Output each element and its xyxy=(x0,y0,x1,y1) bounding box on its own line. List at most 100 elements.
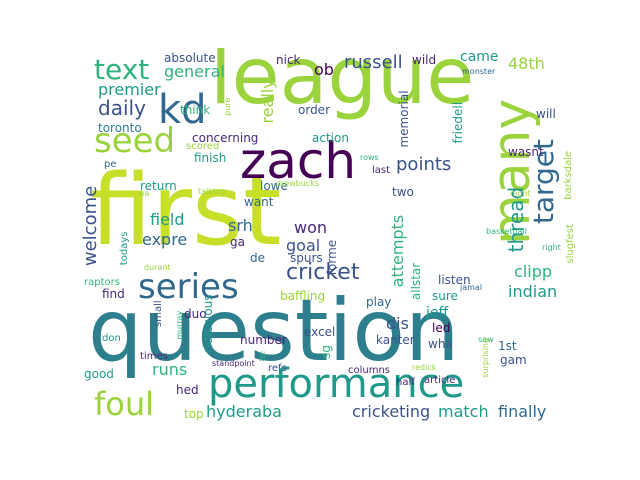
cloud-word-premier: premier xyxy=(98,80,161,99)
cloud-word-daily: daily xyxy=(98,96,146,120)
cloud-word-jj: jj xyxy=(260,351,266,362)
word-cloud: first question league zach performance many kd… xyxy=(80,48,576,432)
cloud-word-basketball: basketball xyxy=(486,227,527,236)
cloud-word-nick: nick xyxy=(276,53,301,67)
cloud-word-concerning: concerning xyxy=(192,131,259,145)
cloud-word-de: de xyxy=(250,251,265,265)
cloud-word-attempts: attempts xyxy=(388,214,407,288)
cloud-word-friedell: friedell xyxy=(451,101,465,144)
cloud-word-text: text xyxy=(94,53,150,86)
cloud-word-small: small xyxy=(153,300,164,327)
cloud-word-sg: sg xyxy=(319,345,333,359)
cloud-word-ob: ob xyxy=(314,60,334,79)
cloud-word-ga: ga xyxy=(230,235,245,249)
cloud-word-columns: columns xyxy=(348,365,391,376)
cloud-word-performance: performance xyxy=(208,361,465,407)
cloud-word-don: don xyxy=(102,333,121,344)
cloud-word-finish: finish xyxy=(194,151,227,165)
cloud-word-hyderaba: hyderaba xyxy=(206,402,282,421)
cloud-word-general: general xyxy=(164,62,225,81)
cloud-word-scored: scored xyxy=(186,141,220,152)
cloud-word-hed: hed xyxy=(176,383,199,397)
cloud-word-expre: expre xyxy=(142,230,188,249)
cloud-word-absolute: absolute xyxy=(164,51,216,65)
cloud-word-really: really xyxy=(258,79,277,124)
cloud-word-half: half xyxy=(396,377,415,388)
cloud-word-russell: russell xyxy=(344,52,403,73)
cloud-word-article: article xyxy=(424,375,456,386)
cloud-word-rows: rows xyxy=(360,153,379,162)
cloud-word-forme: forme xyxy=(325,239,339,276)
cloud-word-sure: sure xyxy=(432,289,458,303)
cloud-word-find: find xyxy=(102,287,125,301)
cloud-word-kd: kd xyxy=(158,87,207,133)
cloud-word-number: number xyxy=(240,333,287,347)
cloud-word-welcome: welcome xyxy=(80,185,101,267)
cloud-word-two: two xyxy=(392,185,414,199)
cloud-word-won: won xyxy=(294,218,328,237)
cloud-word-lowe: lowe xyxy=(260,179,288,193)
cloud-word-wasnt: wasnt xyxy=(508,145,544,159)
cloud-word-will: will xyxy=(536,107,556,121)
cloud-word-barksdale: barksdale xyxy=(563,150,574,200)
cloud-word-return: return xyxy=(140,179,177,193)
cloud-word-drewbucks: drewbucks xyxy=(276,179,320,188)
cloud-word-redick: redick xyxy=(412,363,437,372)
cloud-word-think: think xyxy=(180,103,211,117)
cloud-word-excel: excel xyxy=(304,325,336,339)
cloud-word-want: want xyxy=(244,195,274,209)
cloud-word-gam: gam xyxy=(500,353,527,367)
cloud-word-1st: 1st xyxy=(498,339,517,353)
cloud-word-surprising: surprising xyxy=(481,337,490,378)
cloud-word-todays: todays xyxy=(119,231,130,266)
cloud-word-top: top xyxy=(184,407,204,421)
cloud-word-saw: saw xyxy=(478,335,494,344)
cloud-word-jeff: jeff xyxy=(426,305,449,321)
cloud-word-durant: durant xyxy=(144,263,171,272)
cloud-word-night: night xyxy=(510,189,531,198)
cloud-word-toronto: toronto xyxy=(98,121,142,135)
cloud-word-indian: indian xyxy=(508,282,558,301)
cloud-word-first: first xyxy=(90,154,282,268)
cloud-word-match: match xyxy=(438,402,489,421)
cloud-word-seed: seed xyxy=(94,121,176,161)
cloud-word-wha: wha xyxy=(428,337,453,351)
cloud-word-times: times xyxy=(140,351,168,362)
cloud-word-points: points xyxy=(396,154,452,175)
cloud-word-last: last xyxy=(372,165,391,176)
cloud-word-dis: dis xyxy=(386,314,409,333)
cloud-word-action: action xyxy=(312,131,349,145)
cloud-word-listen: listen xyxy=(438,273,471,287)
cloud-word-jamal: jamal xyxy=(460,283,483,292)
cloud-word-allstar: allstar xyxy=(409,262,423,301)
cloud-word-baffling: baffling xyxy=(280,289,326,303)
cloud-word-standpoint: standpoint xyxy=(212,359,255,368)
cloud-word-48th: 48th xyxy=(508,54,545,73)
cloud-word-cricket: cricket xyxy=(286,260,360,285)
cloud-word-wa: wa xyxy=(138,189,150,198)
cloud-word-field: field xyxy=(150,210,185,229)
cloud-word-spurs: spurs xyxy=(290,251,323,265)
cloud-word-goal: goal xyxy=(286,236,321,255)
cloud-word-pure: pure xyxy=(223,97,232,116)
cloud-word-series: series xyxy=(138,267,239,307)
cloud-word-raptors: raptors xyxy=(84,277,120,288)
cloud-word-good: good xyxy=(84,367,114,381)
cloud-word-duo: duo xyxy=(184,307,207,321)
cloud-word-ridiculous: ridiculous xyxy=(201,294,215,353)
cloud-word-cricketing: cricketing xyxy=(352,402,431,421)
cloud-word-runs: runs xyxy=(152,360,188,379)
cloud-word-led: led xyxy=(432,321,451,335)
cloud-word-play: play xyxy=(366,295,392,309)
cloud-word-kanter: kanter xyxy=(376,333,415,347)
cloud-word-pe: pe xyxy=(104,159,117,170)
cloud-word-clipp: clipp xyxy=(514,262,552,281)
cloud-word-talking: talking xyxy=(198,187,226,196)
cloud-word-refs: refs xyxy=(268,363,287,374)
cloud-word-order: order xyxy=(298,103,330,117)
cloud-word-murray: murray xyxy=(175,310,184,340)
cloud-word-league: league xyxy=(210,48,475,122)
cloud-word-right: right xyxy=(542,243,561,252)
cloud-word-came: came xyxy=(460,49,499,65)
cloud-word-wild: wild xyxy=(412,53,437,67)
